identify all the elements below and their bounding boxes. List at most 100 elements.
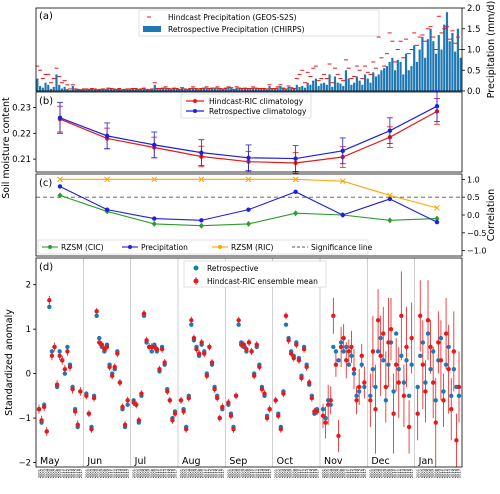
hindcast-point (331, 313, 336, 319)
retrospective-point (349, 353, 354, 359)
x-tick-label: 2015 (405, 469, 409, 478)
precip-bar (361, 84, 364, 91)
x-tick-label: 2006 (50, 468, 54, 478)
x-tick-label: 2015 (310, 469, 314, 478)
y-axis-label: Precipitation (mm/d) (486, 1, 497, 99)
x-tick-label: 2002 (277, 469, 281, 478)
x-tick-label: 2006 (382, 468, 386, 478)
data-point (57, 176, 63, 183)
hindcast-point (454, 438, 459, 443)
retrospective-point (396, 366, 401, 372)
hindcast-point (370, 349, 376, 354)
hindcast-point (172, 411, 178, 416)
hindcast-point (304, 364, 309, 370)
legend-marker (218, 245, 222, 249)
precip-bar (298, 86, 301, 91)
precip-bar (164, 87, 167, 91)
hindcast-point (170, 418, 175, 423)
precip-bar (224, 88, 227, 91)
x-tick-label: 2017 (221, 469, 225, 478)
hindcast-point (307, 380, 312, 385)
x-tick-label: 2015 (74, 469, 78, 478)
hindcast-point (207, 344, 212, 350)
x-tick-label: 2012 (113, 469, 117, 478)
precip-bar (273, 88, 277, 91)
y-tick-label: 0.0 (467, 211, 480, 220)
precip-bar (145, 89, 148, 91)
precip-bar (191, 87, 195, 91)
precip-bar (306, 82, 309, 91)
hindcast-point (120, 404, 125, 410)
precip-bar (126, 89, 129, 91)
x-tick-label: 2017 (268, 469, 272, 478)
hindcast-point (296, 358, 302, 363)
x-tick-label: 2008 (103, 468, 107, 478)
x-tick-label: 2007 (53, 469, 57, 478)
retrospective-point (336, 358, 341, 363)
hindcast-point (186, 395, 191, 401)
retrospective-point (393, 331, 399, 336)
hindcast-point (396, 380, 401, 385)
precip-bar (137, 89, 140, 91)
x-tick-label: 2016 (266, 468, 270, 478)
hindcast-point (449, 406, 454, 412)
hindcast-point (241, 342, 247, 347)
precip-bar (331, 86, 334, 91)
x-tick-label: 2010 (155, 468, 159, 478)
x-tick-label: 2005 (285, 469, 289, 478)
retrospective-point (404, 358, 409, 363)
hindcast-point (154, 346, 160, 352)
x-tick-label: 2011 (347, 469, 351, 478)
hindcast-point (436, 340, 441, 345)
hindcast-point (89, 427, 94, 432)
precip-bar (380, 70, 383, 91)
hindcast-point (259, 386, 265, 392)
x-tick-label: 2008 (245, 468, 249, 478)
precip-bar (150, 89, 154, 91)
precip-bar (366, 78, 369, 91)
precip-bar (96, 90, 99, 91)
x-tick-label: 2012 (397, 469, 401, 478)
x-tick-label: 2001 (274, 469, 278, 478)
hindcast-point (36, 406, 42, 412)
precip-bar (355, 76, 358, 91)
x-tick-label: 2003 (374, 469, 378, 478)
hindcast-point (359, 353, 364, 359)
precip-bar (396, 59, 399, 92)
x-tick-label: 2008 (56, 468, 60, 478)
precip-bar (52, 86, 55, 91)
x-tick-label: 2010 (108, 468, 112, 478)
precip-bar (112, 89, 115, 91)
retrospective-point (344, 344, 349, 350)
x-tick-label: 2008 (340, 468, 344, 478)
precip-bar (183, 89, 186, 91)
x-tick-label: 2006 (98, 468, 102, 478)
hindcast-point (257, 364, 262, 370)
precip-bar (394, 70, 397, 91)
retrospective-point (94, 313, 99, 319)
hindcast-point (220, 404, 225, 410)
x-tick-label: 2012 (161, 469, 165, 478)
hindcast-point (194, 346, 199, 352)
precip-bar (413, 45, 416, 91)
retrospective-point (320, 406, 326, 412)
hindcast-point (72, 409, 78, 414)
hindcast-point (62, 366, 68, 372)
hindcast-point (167, 398, 173, 403)
retrospective-point (378, 335, 383, 341)
hindcast-point (423, 389, 428, 394)
x-tick-label: 2007 (290, 469, 294, 478)
x-tick-label: 2014 (308, 468, 312, 478)
legend-box (183, 260, 327, 288)
precip-bar (415, 61, 419, 91)
hindcast-point (438, 358, 444, 363)
retrospective-point (418, 353, 423, 359)
precip-bar (312, 80, 315, 92)
hindcast-point (299, 375, 304, 381)
retrospective-point (399, 353, 404, 359)
hindcast-point (399, 313, 404, 319)
x-tick-label: 2016 (455, 468, 459, 478)
data-point (57, 184, 63, 189)
x-tick-label: 2013 (116, 469, 120, 478)
